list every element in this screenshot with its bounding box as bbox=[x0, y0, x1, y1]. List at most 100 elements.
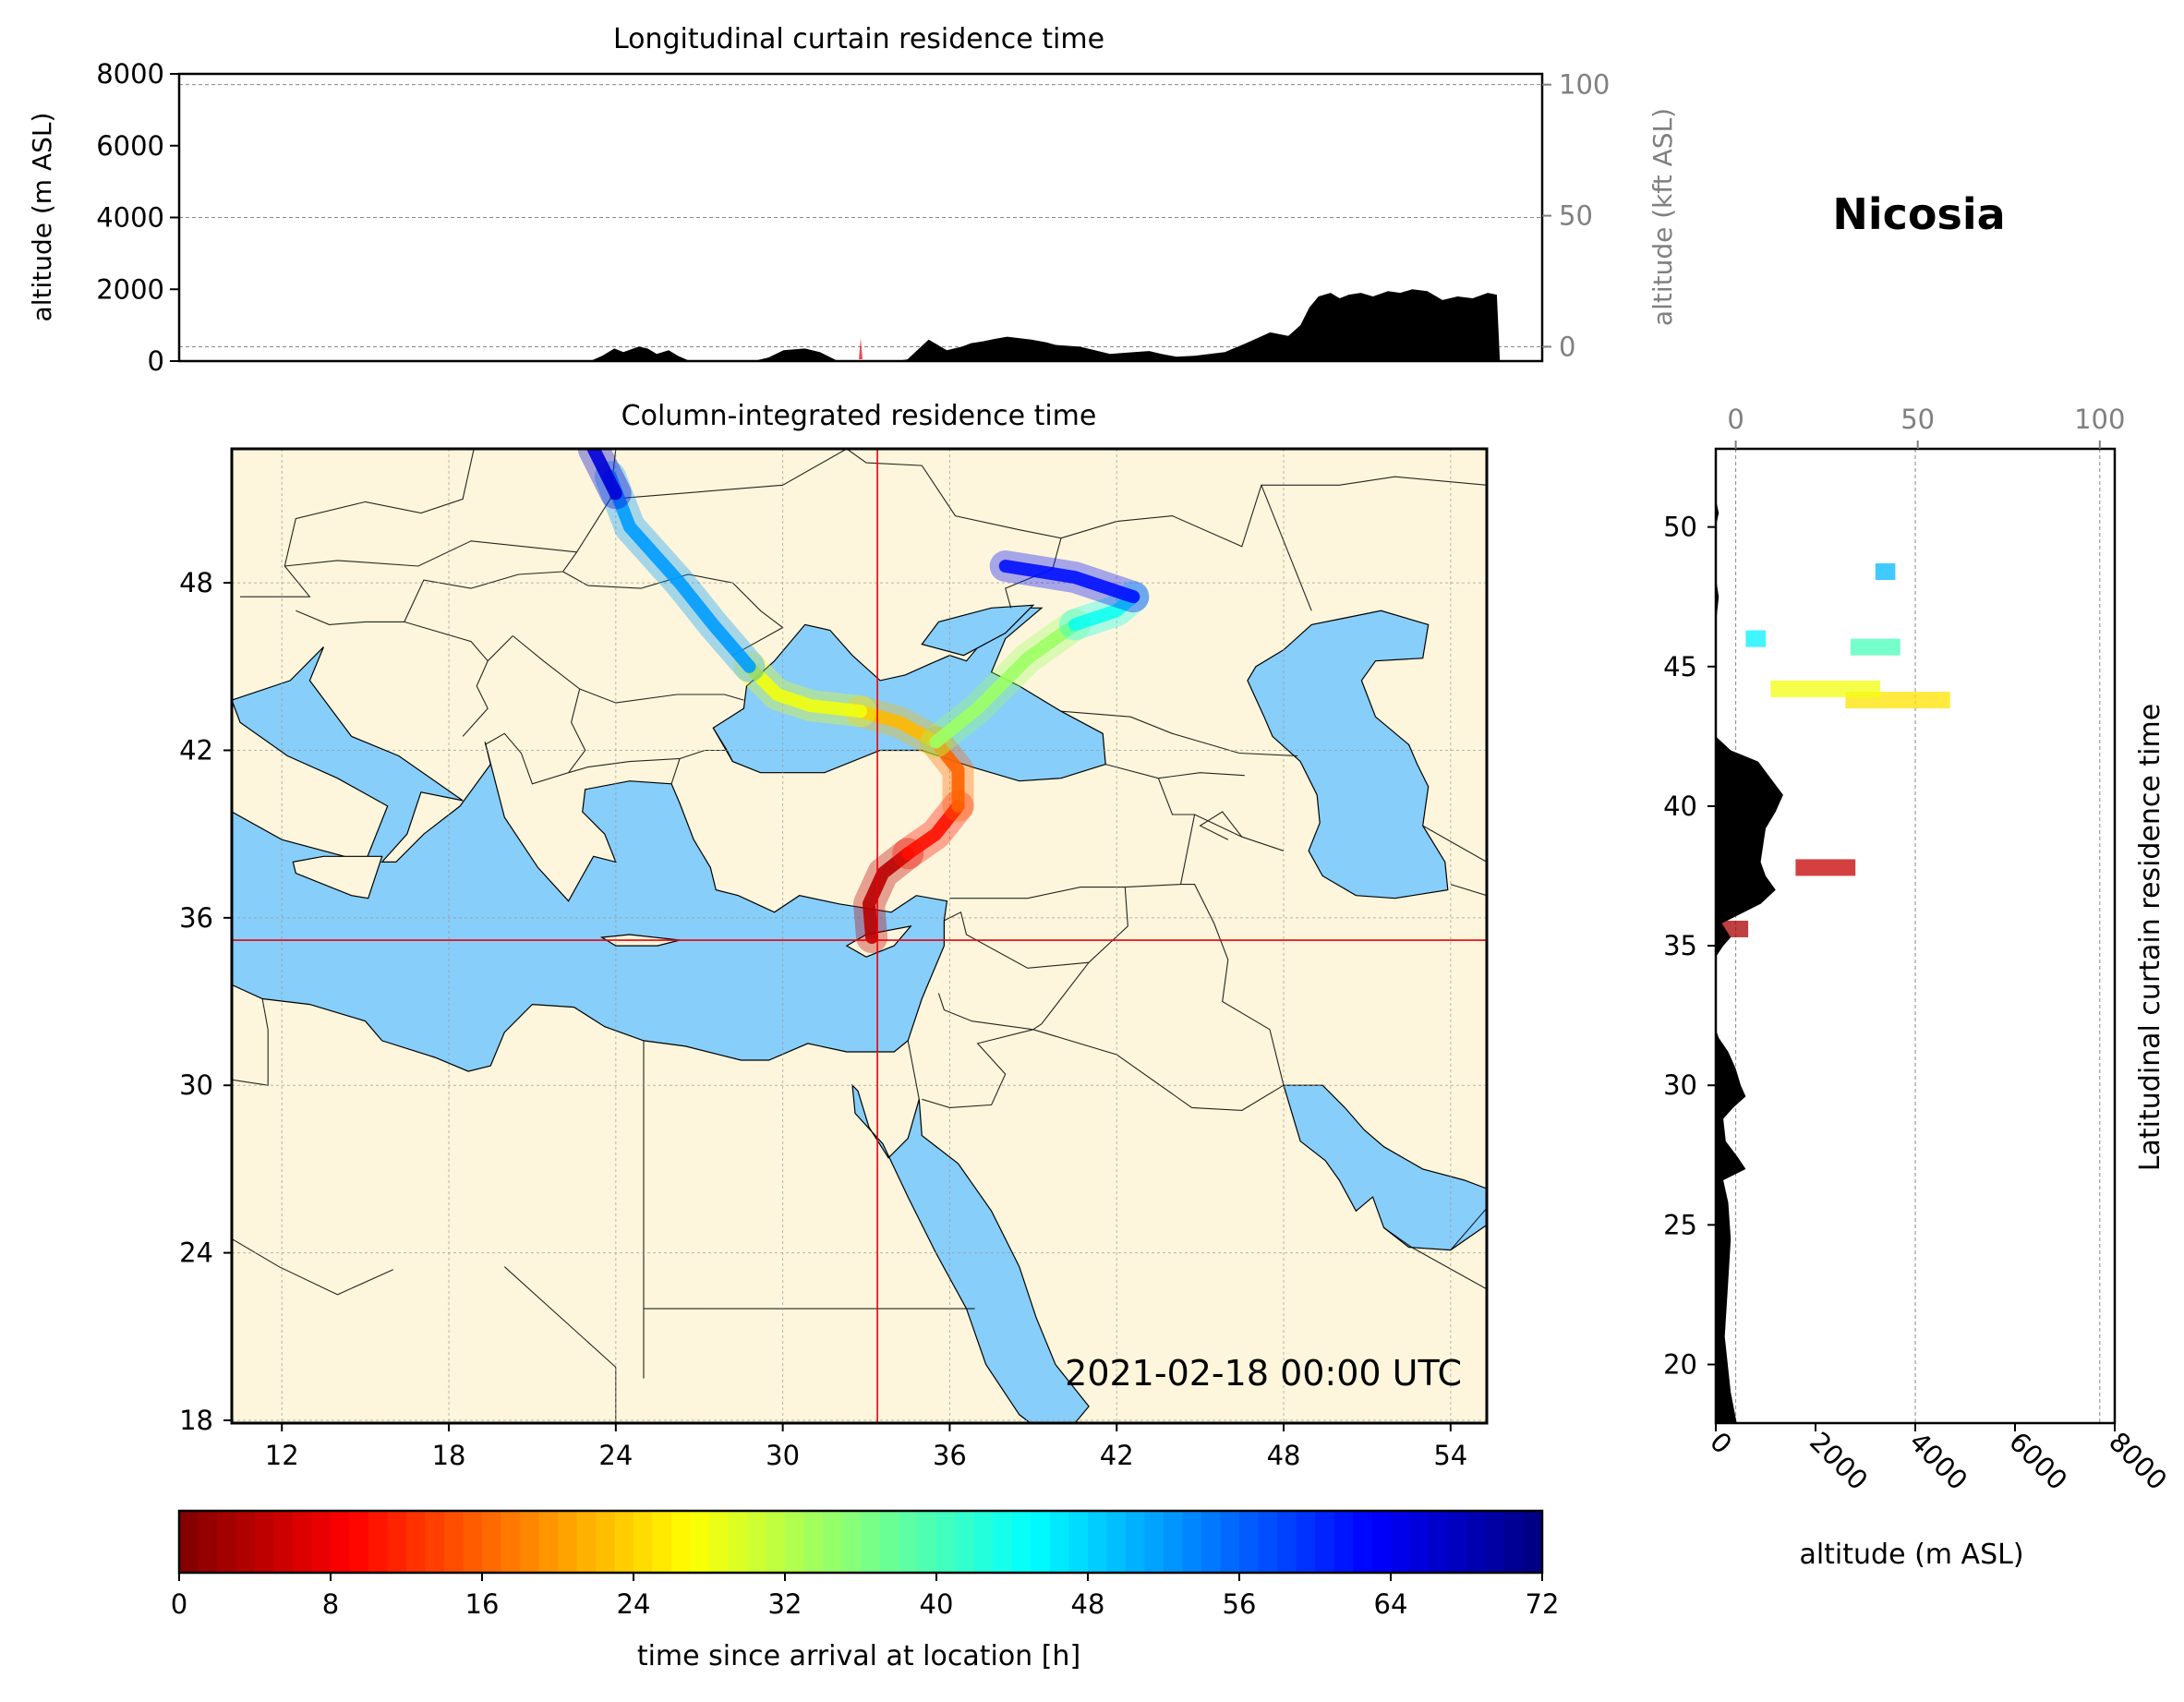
latitudinal-ytick-label: 25 bbox=[1663, 1209, 1697, 1240]
map-xtick-label: 54 bbox=[1433, 1440, 1467, 1471]
colorbar-cell bbox=[1050, 1511, 1070, 1573]
colorbar-cell bbox=[747, 1511, 767, 1573]
colorbar-cell bbox=[917, 1511, 937, 1573]
map-ytick-label: 30 bbox=[179, 1069, 213, 1101]
colorbar-cell bbox=[614, 1511, 634, 1573]
latitudinal-ytick-label: 40 bbox=[1663, 791, 1697, 822]
colorbar-cell bbox=[803, 1511, 824, 1573]
colorbar-cell bbox=[1485, 1511, 1505, 1573]
border-line bbox=[1450, 1207, 1487, 1250]
border-line bbox=[1383, 1226, 1487, 1290]
map-title: Column-integrated residence time bbox=[621, 400, 1097, 432]
latitudinal-ytick-label: 35 bbox=[1663, 930, 1697, 961]
colorbar-cell bbox=[1126, 1511, 1146, 1573]
border-line bbox=[1179, 814, 1285, 1086]
map-ytick-label: 36 bbox=[179, 902, 213, 934]
colorbar-cell bbox=[1239, 1511, 1260, 1573]
sea-areas bbox=[232, 604, 1487, 1423]
trajectory-band-core bbox=[901, 799, 965, 861]
longitudinal-ytick-right-label: 0 bbox=[1559, 331, 1575, 362]
colorbar-cell bbox=[255, 1511, 275, 1573]
colorbar-tick-label: 40 bbox=[920, 1588, 954, 1620]
border-line bbox=[1060, 476, 1487, 548]
map-ytick-label: 48 bbox=[179, 567, 213, 598]
colorbar-cell bbox=[974, 1511, 995, 1573]
colorbar-cell bbox=[576, 1511, 597, 1573]
longitudinal-ytick-label: 6000 bbox=[96, 130, 164, 162]
longitudinal-ytick-label: 8000 bbox=[96, 58, 164, 90]
colorbar-cell bbox=[766, 1511, 786, 1573]
trajectory-band-core bbox=[863, 847, 915, 944]
colorbar-cell bbox=[936, 1511, 957, 1573]
colorbar-cell bbox=[501, 1511, 521, 1573]
country-borders bbox=[232, 449, 1487, 1423]
colorbar-cell bbox=[596, 1511, 616, 1573]
time-colorbar: 0 8 16 24 32 40 48 56 64 72 time since arrival at… bbox=[171, 1509, 1559, 1672]
colorbar-cell bbox=[331, 1511, 351, 1573]
map-xtick-label: 18 bbox=[432, 1440, 466, 1471]
colorbar-cell bbox=[1277, 1511, 1297, 1573]
trajectory-band-core bbox=[586, 449, 622, 501]
map-xtick-label: 36 bbox=[933, 1440, 967, 1471]
colorbar-cell bbox=[179, 1511, 199, 1573]
map-xtick-label: 24 bbox=[598, 1440, 633, 1471]
colorbar-cell bbox=[690, 1511, 710, 1573]
colorbar-cell bbox=[709, 1511, 730, 1573]
latitudinal-ytick-label: 30 bbox=[1663, 1069, 1697, 1101]
colorbar-cell bbox=[1012, 1511, 1032, 1573]
colorbar-cell bbox=[538, 1511, 559, 1573]
colorbar-cell bbox=[387, 1511, 407, 1573]
sea-polygon bbox=[232, 646, 948, 1072]
border-line bbox=[232, 998, 269, 1086]
border-line bbox=[296, 449, 617, 625]
colorbar-cell bbox=[1031, 1511, 1051, 1573]
colorbar-cell bbox=[1164, 1511, 1184, 1573]
colorbar-cell bbox=[1523, 1511, 1543, 1573]
border-line bbox=[1032, 1029, 1285, 1111]
colorbar-cell bbox=[444, 1511, 465, 1573]
colorbar-cell bbox=[899, 1511, 919, 1573]
latitudinal-xtick-top-label: 100 bbox=[2074, 404, 2125, 435]
colorbar-frame bbox=[177, 1509, 1544, 1575]
colorbar-tick-label: 0 bbox=[171, 1588, 187, 1620]
border-line bbox=[949, 884, 1181, 899]
map-ytick-label: 24 bbox=[179, 1237, 213, 1269]
colorbar-cell bbox=[482, 1511, 502, 1573]
colorbar-cell bbox=[633, 1511, 654, 1573]
colorbar-cell bbox=[1296, 1511, 1316, 1573]
map-xtick-label: 30 bbox=[766, 1440, 800, 1471]
colorbar-cell bbox=[1466, 1511, 1487, 1573]
trajectory-band-core bbox=[603, 470, 756, 673]
colorbar-cell bbox=[520, 1511, 540, 1573]
trajectory-band-core bbox=[742, 659, 867, 718]
station-title: Nicosia bbox=[1832, 189, 2005, 239]
release-crosshair bbox=[232, 449, 1487, 1423]
colorbar-cell bbox=[1315, 1511, 1335, 1573]
trajectory-plume bbox=[577, 449, 1150, 953]
colorbar-label: time since arrival at location [h] bbox=[637, 1640, 1080, 1672]
colorbar-cell bbox=[671, 1511, 692, 1573]
colorbar-cell bbox=[406, 1511, 427, 1573]
latitudinal-xtick-label: 4000 bbox=[1903, 1426, 1973, 1496]
border-line bbox=[1105, 764, 1245, 779]
colorbar-cell bbox=[1391, 1511, 1411, 1573]
colorbar-cell bbox=[1088, 1511, 1108, 1573]
colorbar-cell bbox=[425, 1511, 445, 1573]
colorbar-cell bbox=[1106, 1511, 1127, 1573]
border-line bbox=[1422, 825, 1487, 863]
border-line bbox=[1199, 811, 1243, 840]
border-line bbox=[846, 449, 1062, 609]
latitudinal-residence-bar bbox=[1875, 563, 1896, 581]
map-xtick-label: 48 bbox=[1267, 1440, 1301, 1471]
colorbar-cell bbox=[1333, 1511, 1354, 1573]
colorbar-cell bbox=[1429, 1511, 1449, 1573]
colorbar-cell bbox=[198, 1511, 218, 1573]
colorbar-cell bbox=[235, 1511, 256, 1573]
release-spike-mark bbox=[859, 338, 863, 359]
border-line bbox=[944, 887, 1128, 969]
border-line bbox=[512, 635, 744, 704]
trajectory-band-core bbox=[998, 560, 1140, 604]
latitudinal-xtick-top-label: 50 bbox=[1900, 404, 1935, 435]
latitudinal-ytick-label: 45 bbox=[1663, 651, 1697, 682]
